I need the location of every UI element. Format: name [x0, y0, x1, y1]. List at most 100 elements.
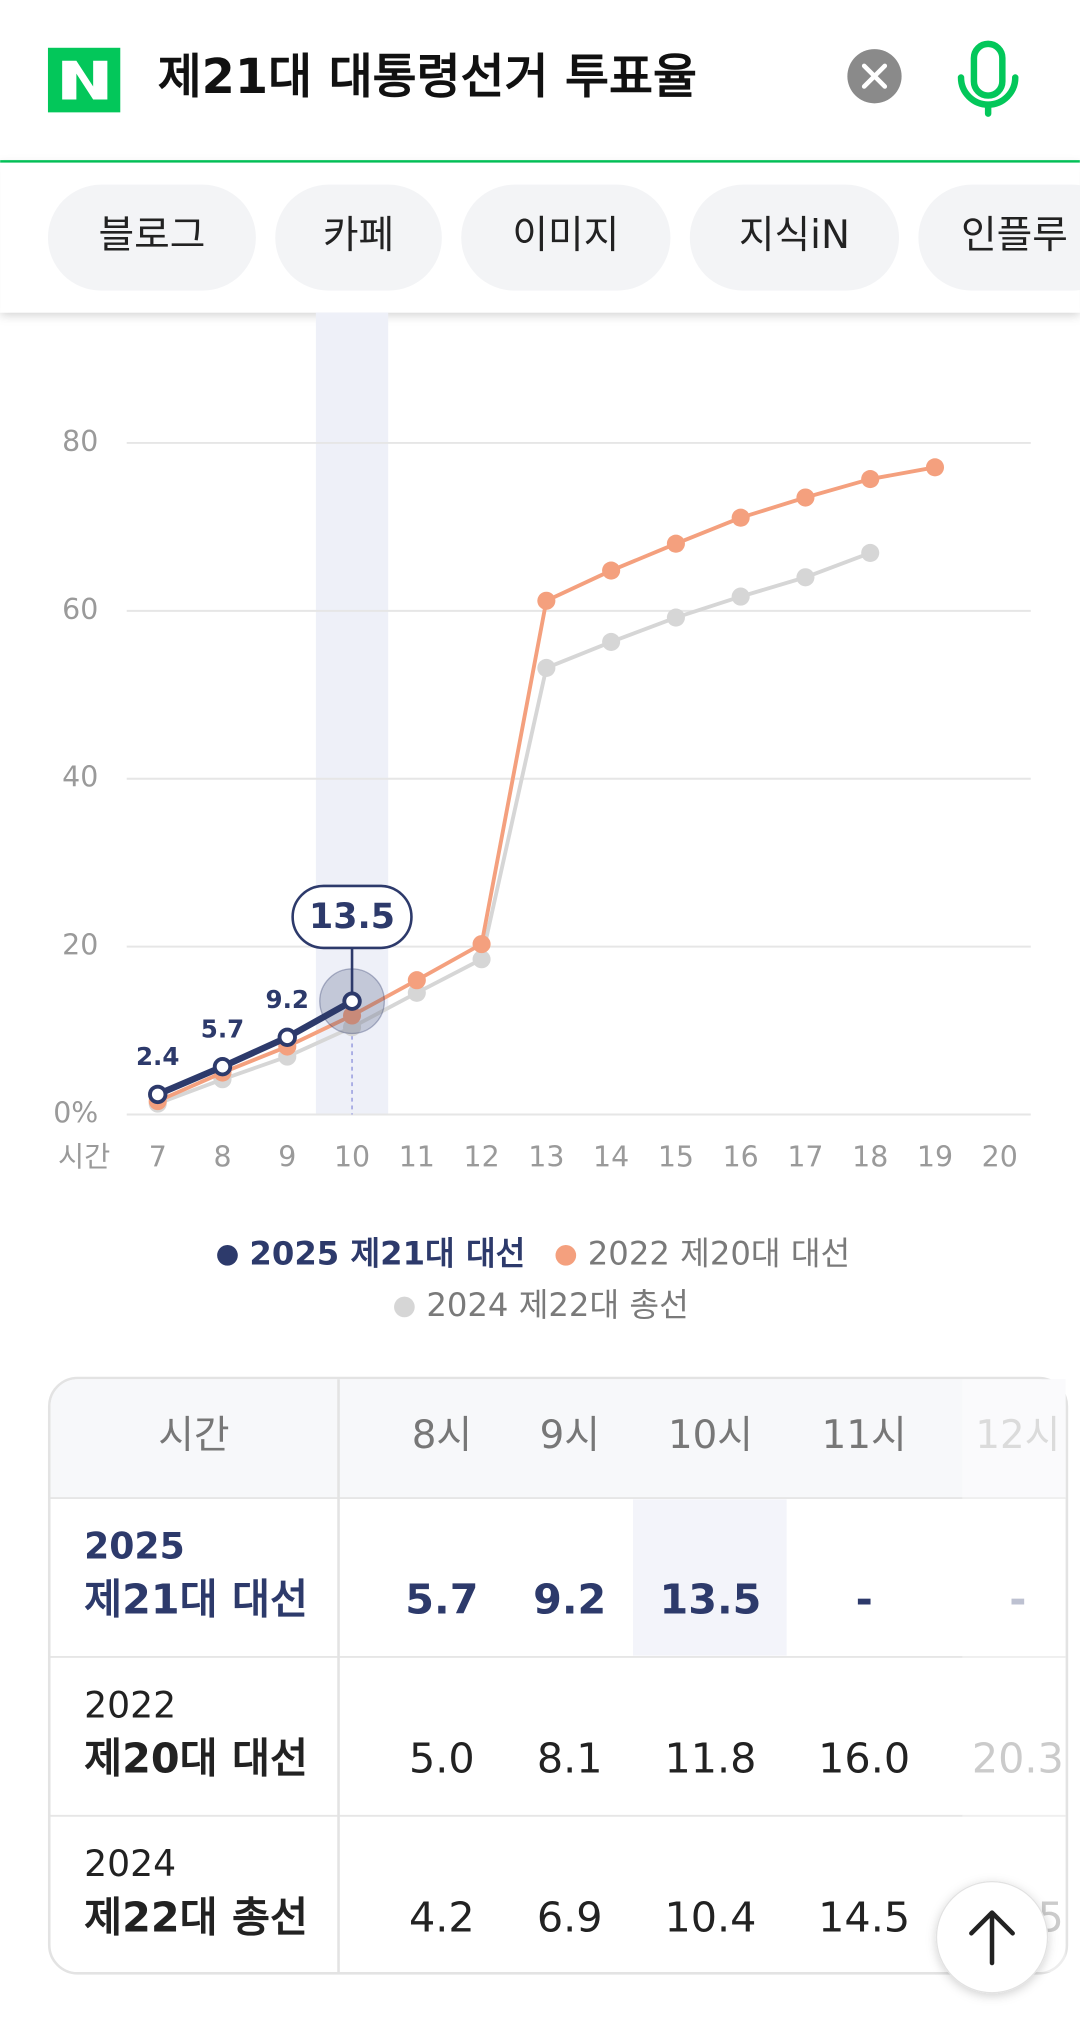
data-point: [342, 991, 362, 1011]
x-tick-label: 11: [399, 1140, 435, 1173]
table-header-cell: 10시: [668, 1413, 753, 1458]
data-point: [796, 488, 815, 507]
tab-label: 이미지: [512, 213, 619, 258]
table-cell: -: [856, 1576, 873, 1624]
table-cell: 11.8: [664, 1735, 756, 1783]
table-header-cell: 9시: [540, 1413, 600, 1458]
row-year: 2024: [84, 1842, 176, 1885]
data-point: [148, 1084, 168, 1105]
naver-logo[interactable]: [47, 47, 121, 113]
legend-swatch: [394, 1296, 415, 1318]
data-point: [602, 561, 621, 580]
tab[interactable]: 인플루: [918, 184, 1080, 291]
callout-label: 13.5: [309, 897, 395, 937]
legend-swatch: [217, 1244, 238, 1266]
table-frame: [47, 1376, 1069, 1975]
y-tick-label: 0%: [53, 1097, 98, 1130]
y-tick-label: 60: [62, 593, 98, 626]
data-label: 2.4: [136, 1042, 179, 1071]
callout-box: [291, 884, 413, 950]
legend-item[interactable]: 2025 제21대 대선: [217, 1234, 525, 1272]
data-point: [343, 1006, 362, 1025]
x-tick-label: 19: [917, 1140, 953, 1173]
table-cell: 14.5: [818, 1893, 910, 1941]
data-point: [537, 591, 556, 610]
legend-label: 2022 제20대 대선: [588, 1234, 850, 1272]
clear-button[interactable]: [847, 49, 902, 104]
data-point: [731, 508, 750, 527]
legend-item[interactable]: 2024 제22대 총선: [394, 1286, 689, 1324]
series-line: [157, 551, 871, 1106]
tab-label: 인플루: [961, 213, 1068, 258]
table-header-cell: 12시: [975, 1413, 1060, 1458]
x-tick-label: 12: [464, 1140, 500, 1173]
table-cell: 20.3: [972, 1735, 1064, 1783]
tab[interactable]: 블로그: [47, 184, 256, 291]
x-tick-label: 17: [787, 1140, 823, 1173]
data-point: [602, 632, 621, 651]
tab-pill: [689, 184, 900, 291]
table-cell: 10.4: [664, 1893, 756, 1941]
x-tick-label: 15: [658, 1140, 694, 1173]
table-cell: 5.7: [405, 1576, 478, 1624]
search-query[interactable]: 제21대 대통령선거 투표율: [158, 50, 697, 105]
tab[interactable]: 지식iN: [689, 184, 900, 291]
table-cell: -: [1009, 1576, 1026, 1624]
x-tick-label: 13: [528, 1140, 564, 1173]
data-point: [925, 458, 945, 477]
y-tick-label: 80: [62, 425, 98, 458]
highlight-cell: [632, 1499, 787, 1656]
x-tick-label: 14: [593, 1140, 629, 1173]
legend-label: 2024 제22대 총선: [426, 1286, 688, 1324]
data-point: [407, 971, 426, 990]
table-cell: 4.2: [409, 1893, 475, 1941]
row-name: 제22대 총선: [84, 1893, 308, 1941]
table-cell: 8.1: [537, 1735, 603, 1783]
tab[interactable]: 카페: [275, 184, 442, 291]
table-header-cell: 8시: [412, 1413, 472, 1458]
series-line: [156, 998, 354, 1098]
tab-pill: [47, 184, 256, 291]
table-header-cell: 시간: [158, 1413, 229, 1458]
table-header-cell: 11시: [822, 1413, 907, 1458]
tab[interactable]: 이미지: [461, 184, 671, 291]
tab-label: 블로그: [98, 213, 205, 258]
y-tick-label: 20: [62, 929, 98, 962]
table-cell: 13.5: [660, 1576, 762, 1624]
legend-item[interactable]: 2022 제20대 대선: [555, 1234, 850, 1272]
data-point: [796, 568, 815, 587]
row-year: 2025: [84, 1524, 185, 1567]
x-tick-label: 16: [723, 1140, 759, 1173]
scroll-top-button[interactable]: [935, 1881, 1049, 1994]
x-tick-label: 9: [278, 1140, 296, 1173]
data-label: 5.7: [201, 1015, 244, 1044]
data-point: [472, 935, 491, 954]
table-fade: [962, 1379, 1066, 1973]
data-label: 9.2: [266, 985, 309, 1014]
x-tick-label: 18: [852, 1140, 888, 1173]
data-point: [666, 534, 685, 553]
data-point: [537, 658, 556, 677]
x-tick-label: 7: [149, 1140, 167, 1173]
x-tick-label: 10: [334, 1140, 370, 1173]
voice-search-button[interactable]: [957, 40, 1019, 117]
legend-label: 2025 제21대 대선: [249, 1234, 525, 1272]
x-tick-label: 20: [982, 1140, 1018, 1173]
table-cell: 6.9: [537, 1893, 603, 1941]
legend-swatch: [555, 1244, 577, 1266]
table-cell: 5.0: [409, 1735, 475, 1783]
row-name: 제21대 대선: [84, 1576, 308, 1624]
data-point: [472, 950, 491, 969]
tab-pill: [918, 184, 1080, 291]
tab-label: 지식iN: [739, 213, 850, 258]
table-cell: 16.0: [818, 1735, 910, 1783]
x-tick-label: 8: [213, 1140, 231, 1173]
data-point: [861, 543, 880, 562]
data-point: [277, 1027, 297, 1047]
data-point: [407, 983, 426, 1002]
data-point: [861, 470, 880, 489]
x-axis-label: 시간: [58, 1140, 110, 1173]
data-point: [666, 608, 685, 627]
